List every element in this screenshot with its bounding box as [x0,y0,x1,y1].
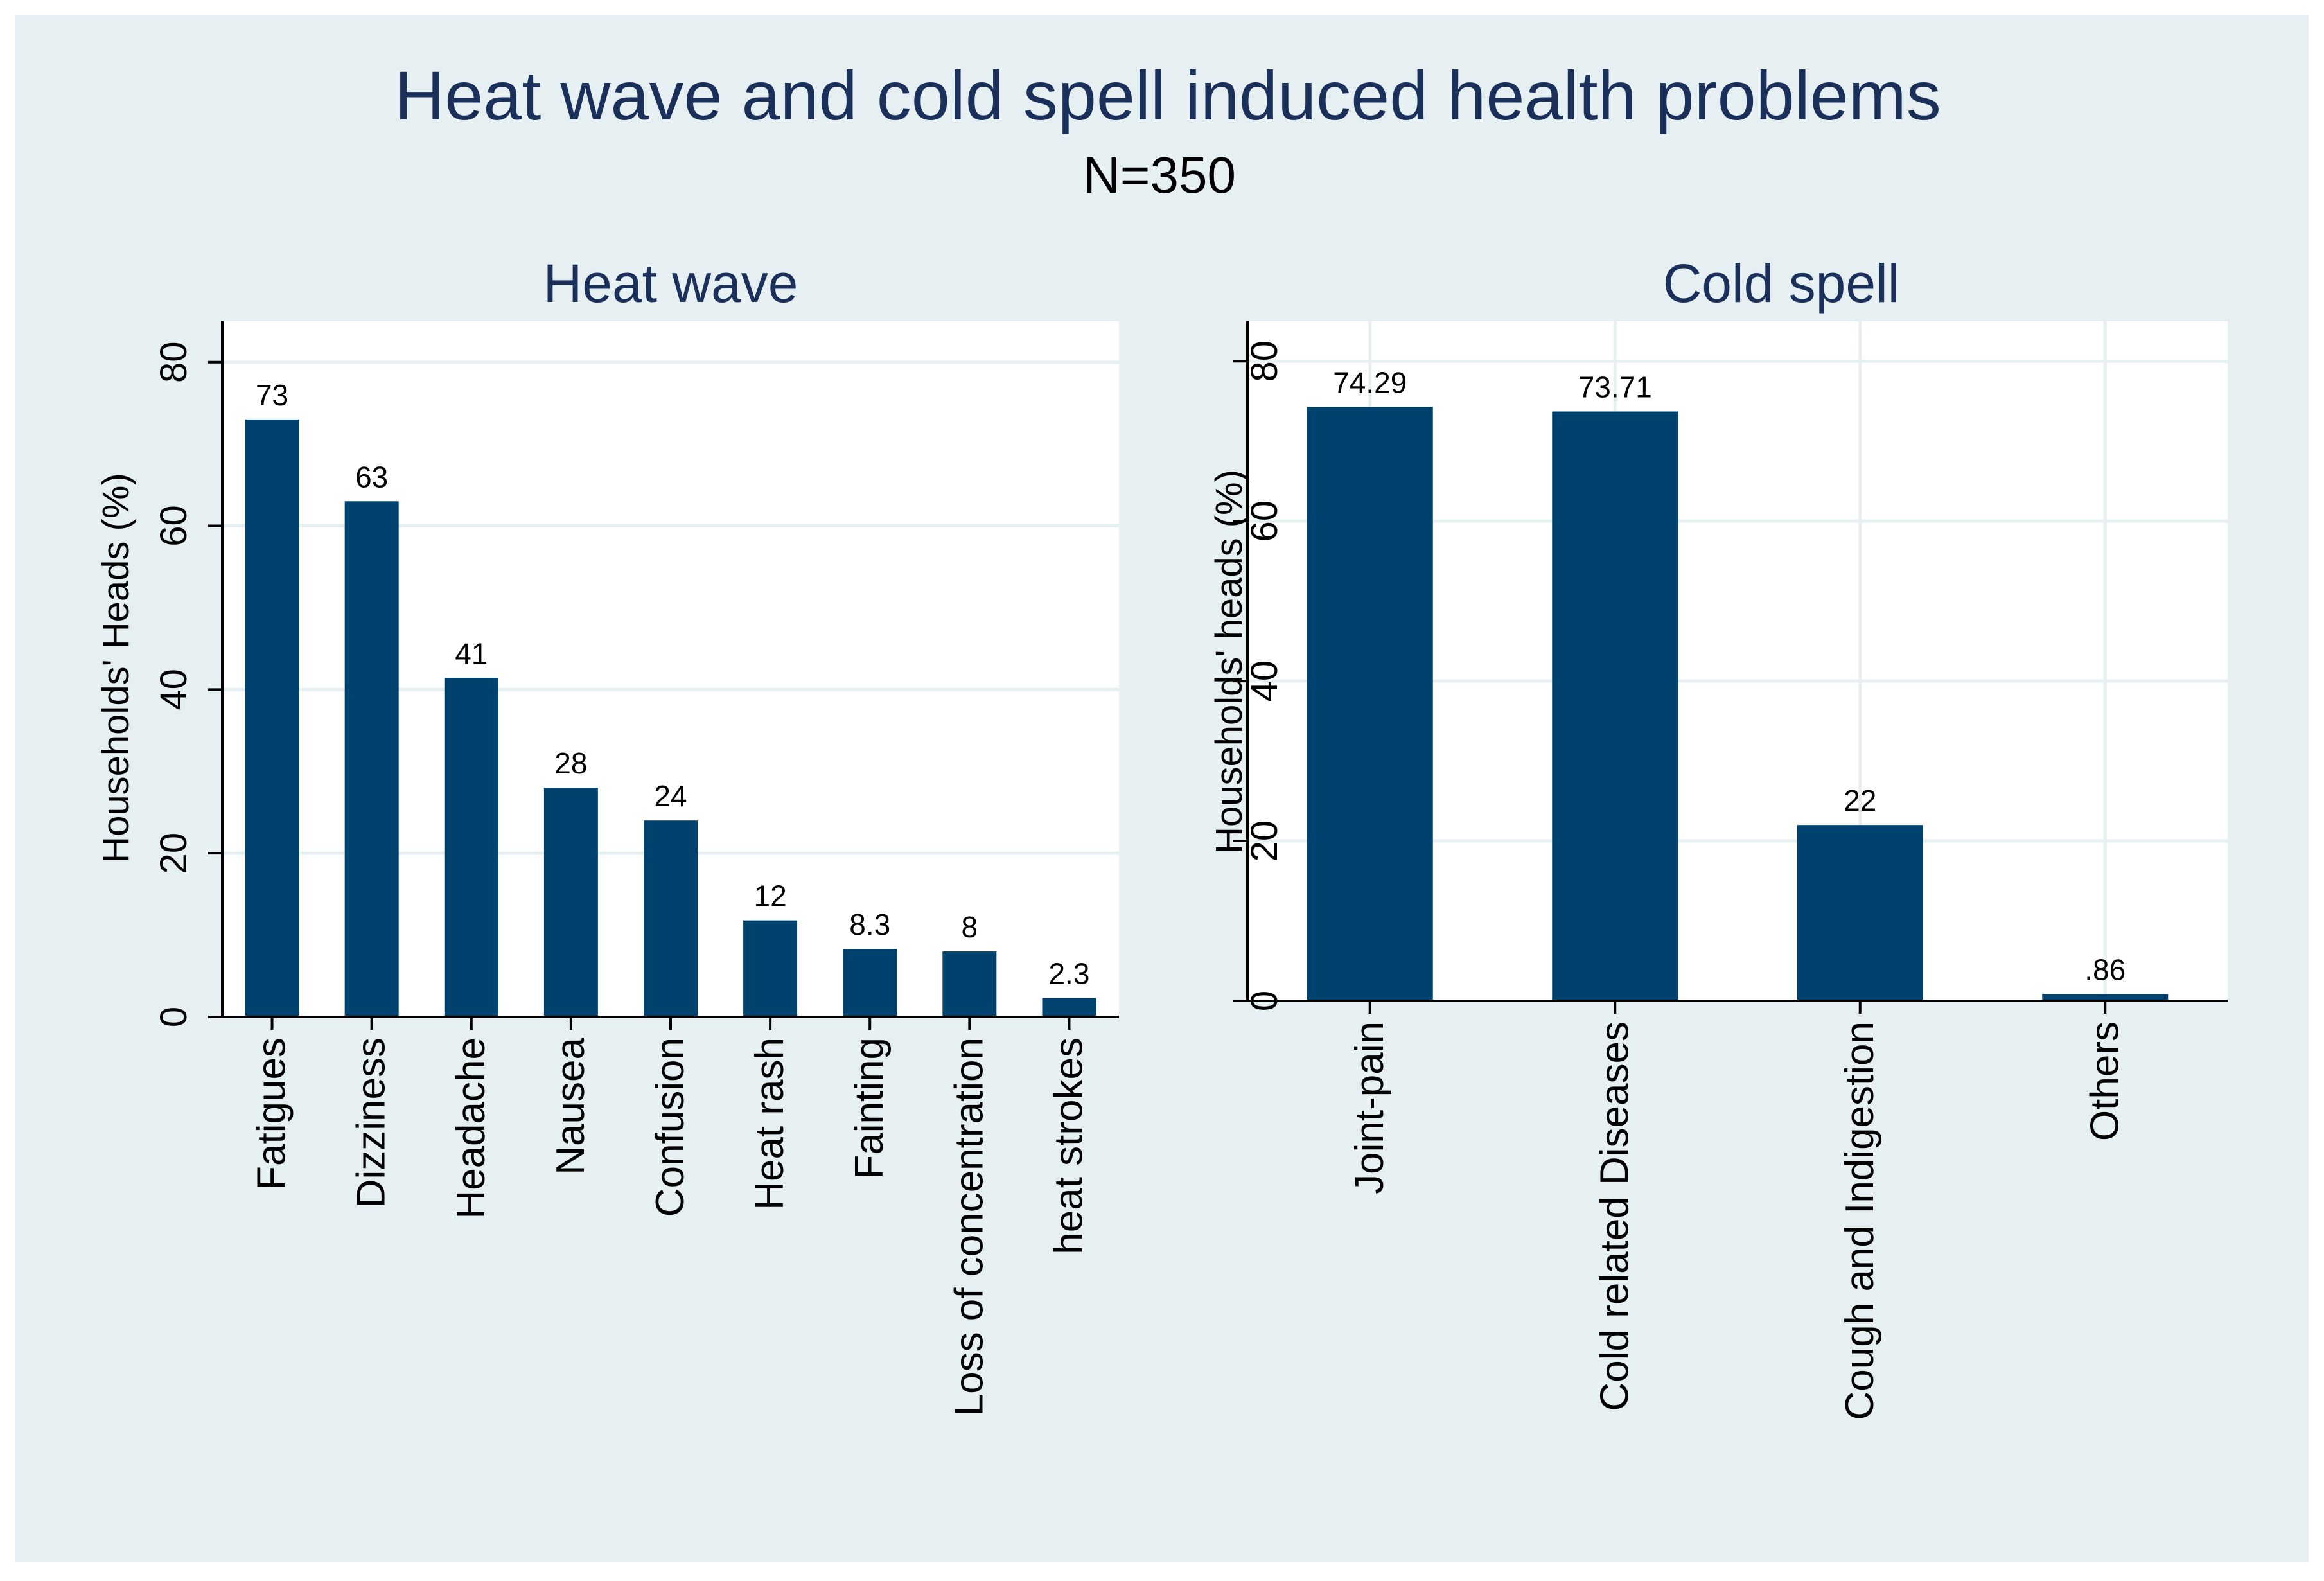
cold-spell-bar [2042,994,2169,1001]
cold-spell-y-tick-label: 20 [1244,820,1285,862]
heat-wave-y-tick-label: 80 [153,341,195,383]
cold-spell-title: Cold spell [1663,253,1900,314]
heat-wave-y-tick-label: 20 [153,833,195,874]
heat-wave-category-label: Headache [449,1038,493,1219]
heat-wave-category-label: Fatigues [250,1038,294,1190]
cold-spell-y-axis-label: Households' heads (%) [1208,470,1250,854]
heat-wave-value-label: 28 [554,746,587,780]
heat-wave-value-label: 24 [654,779,687,813]
heat-wave-value-label: 8.3 [849,908,890,941]
cold-spell-value-label: 74.29 [1333,366,1407,399]
heat-wave-y-tick-label: 0 [153,1007,195,1027]
cold-spell-y-tick-label: 40 [1244,660,1285,702]
heat-wave-value-label: 8 [962,910,978,944]
figure-subtitle: N=350 [1083,146,1236,204]
cold-spell-category-label: Others [2082,1021,2127,1141]
heat-wave-bar [245,419,299,1017]
heat-wave-category-label: Loss of concentration [947,1038,991,1416]
heat-wave-category-label: Nausea [549,1037,593,1174]
heat-wave-category-label: Fainting [847,1038,892,1179]
heat-wave-value-label: 63 [355,460,388,493]
heat-wave-y-tick-label: 40 [153,669,195,711]
cold-spell-value-label: 22 [1844,784,1876,817]
heat-wave-bar [743,920,798,1017]
heat-wave-bar [942,951,997,1017]
heat-wave-bar [1042,998,1096,1017]
heat-wave-category-label: Confusion [648,1038,692,1217]
heat-wave-value-label: 41 [455,637,488,671]
heat-wave-category-label: Dizziness [349,1038,394,1208]
cold-spell-y-tick-label: 60 [1244,500,1285,542]
heat-wave-bar [543,788,598,1017]
heat-wave-bar [344,501,399,1017]
cold-spell-bar [1552,411,1678,1001]
heat-wave-chart: Heat wave Households' Heads (%) 0 20 40 60 80 7… [95,253,1119,1416]
heat-wave-y-tick-label: 60 [153,505,195,547]
cold-spell-value-label: 73.71 [1578,371,1652,404]
cold-spell-bar [1797,825,1923,1001]
figure-title: Heat wave and cold spell induced health … [394,57,1941,134]
cold-spell-value-label: .86 [2084,953,2126,986]
heat-wave-title: Heat wave [543,253,798,314]
heat-wave-y-axis-label: Households' Heads (%) [95,473,137,863]
cold-spell-y-tick-label: 80 [1244,340,1285,382]
heat-wave-value-label: 73 [256,378,288,412]
cold-spell-category-label: Cold related Diseases [1592,1021,1637,1411]
cold-spell-category-label: Cough and Indigestion [1838,1021,1882,1420]
heat-wave-value-label: 2.3 [1048,957,1089,991]
heat-wave-bar [843,949,897,1017]
cold-spell-bar [1307,407,1433,1001]
heat-wave-bar [444,678,498,1017]
heat-wave-bar [644,820,698,1017]
cold-spell-category-label: Joint-pain [1348,1021,1392,1194]
heat-wave-value-label: 12 [754,879,787,913]
heat-wave-category-label: heat strokes [1046,1038,1091,1255]
heat-wave-category-label: Heat rash [748,1038,792,1210]
